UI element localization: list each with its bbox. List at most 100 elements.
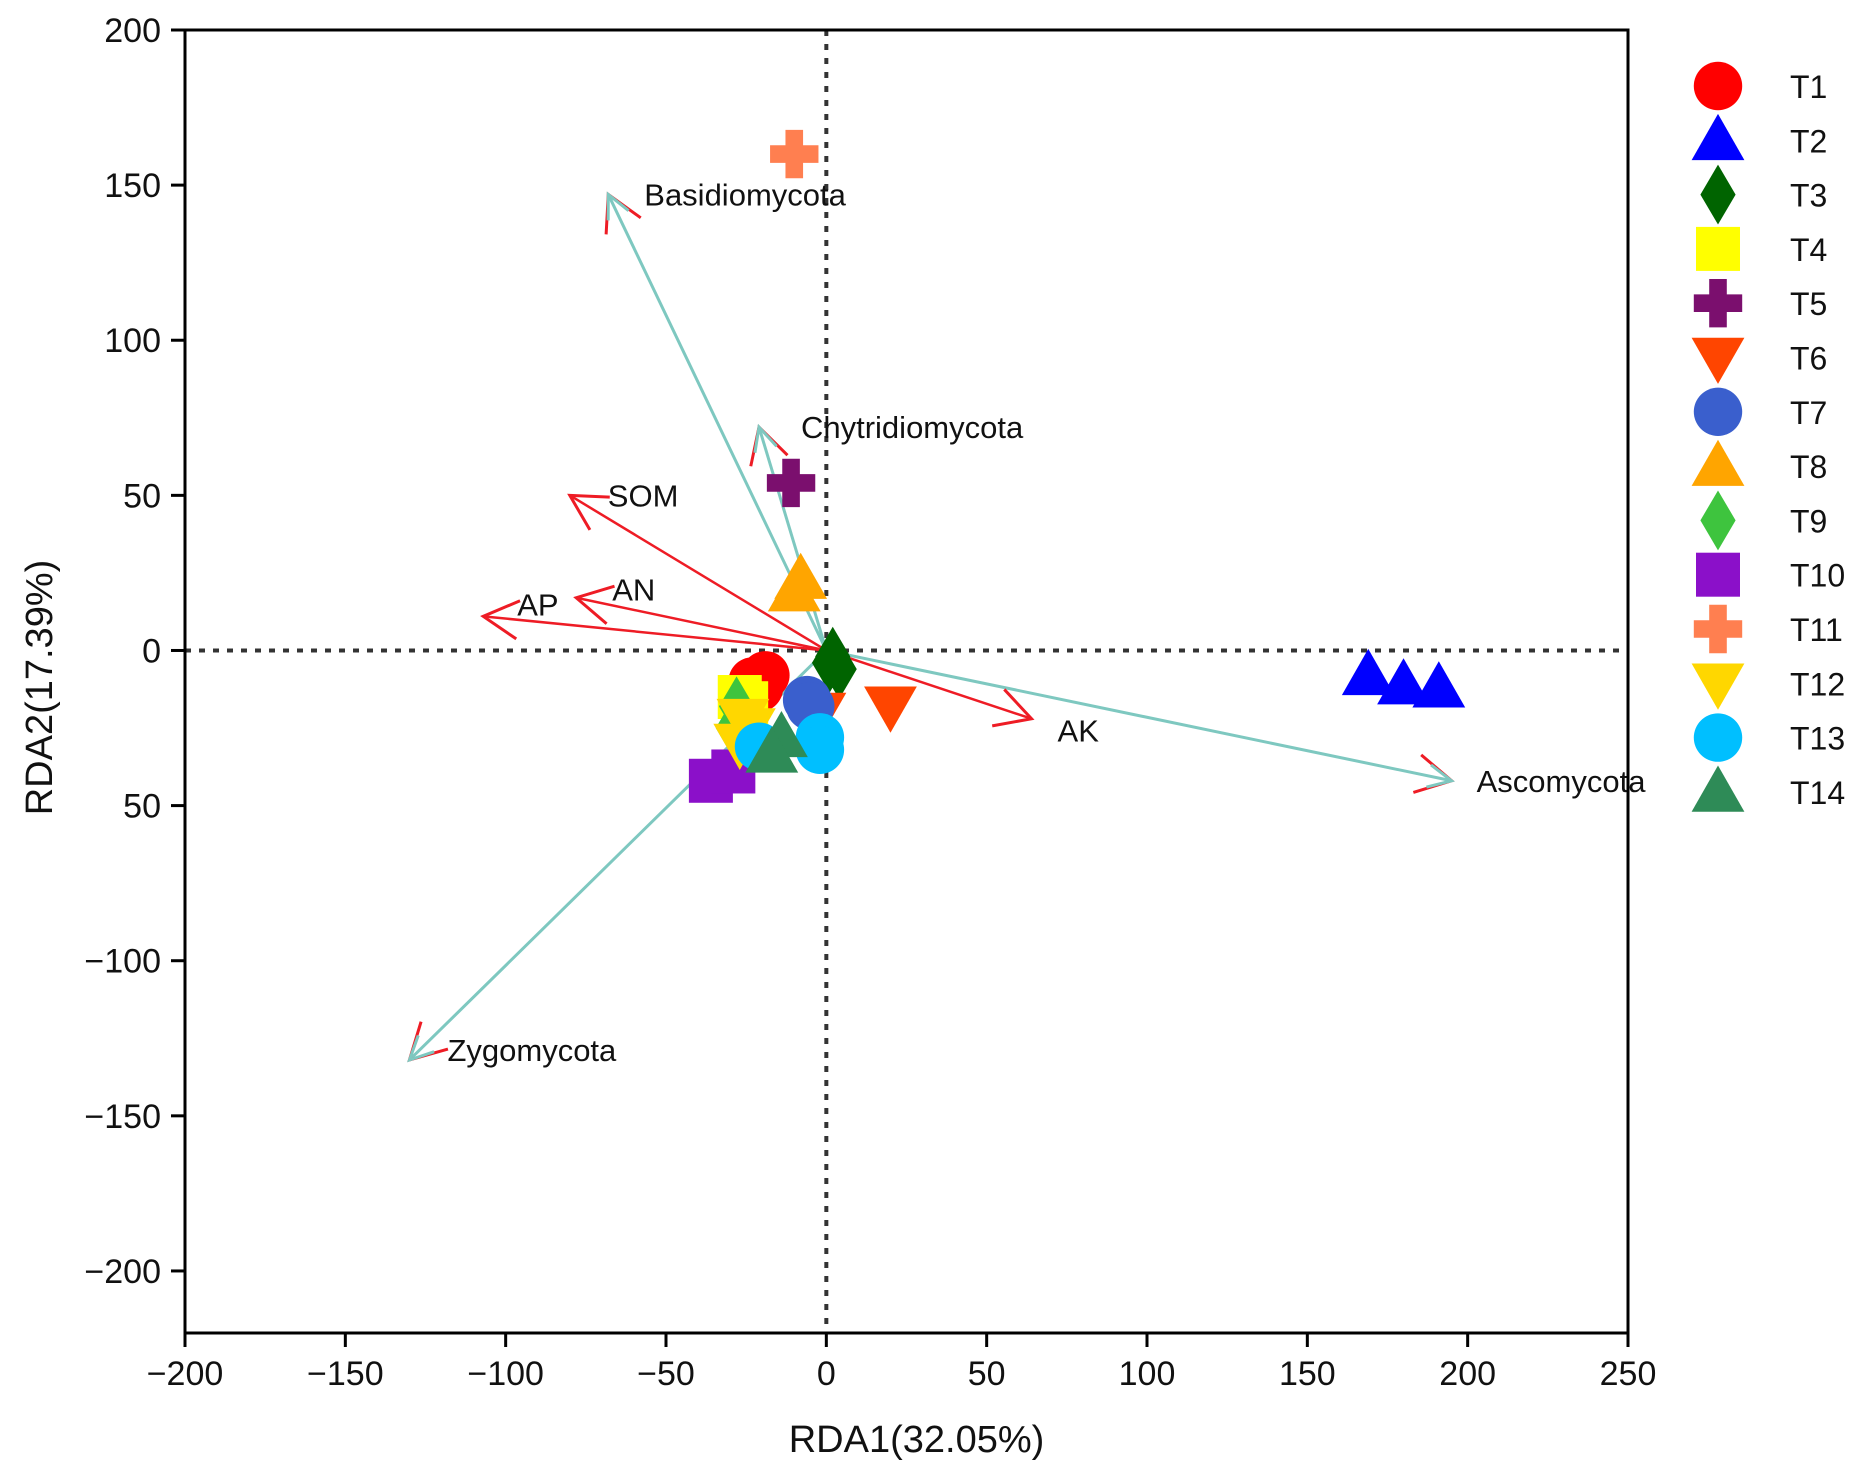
- legend-label: T7: [1790, 395, 1827, 431]
- species-arrow-shaft: [757, 426, 828, 651]
- legend-item-t2: T2: [1691, 113, 1827, 161]
- legend-marker: [1693, 61, 1743, 111]
- y-tick-label: 0: [142, 632, 161, 670]
- data-point-t8: [767, 565, 821, 612]
- species-label: Chytridiomycota: [801, 410, 1024, 445]
- environment-arrow-shaft: [483, 615, 827, 652]
- environment-arrow-head: [573, 584, 615, 625]
- legend-label: T6: [1790, 341, 1827, 377]
- species-label: Zygomycota: [447, 1033, 617, 1068]
- legend-item-t4: T4: [1696, 226, 1827, 271]
- x-tick-label: −50: [637, 1355, 695, 1393]
- legend-marker: [1691, 439, 1745, 486]
- legend-item-t14: T14: [1691, 765, 1845, 812]
- data-point-t5: [766, 458, 816, 508]
- environment-arrow-an: AN: [573, 573, 827, 652]
- legend-item-t11: T11: [1693, 604, 1843, 654]
- legend-marker: [1691, 337, 1745, 384]
- y-tick-label: 50: [123, 788, 161, 826]
- y-tick-label: −100: [84, 943, 161, 981]
- x-tick-label: −100: [467, 1355, 544, 1393]
- arrows-layer: Basidiomycota Chytridiomycota Ascomycota Zy…: [407, 177, 1646, 1068]
- legend-label: T2: [1790, 123, 1827, 159]
- y-tick-label: −200: [84, 1253, 161, 1291]
- environment-label: SOM: [608, 478, 679, 513]
- axes: −200 −150 −100 −50 0 50 100 150 200 250 −200 −150 −1…: [84, 12, 1656, 1393]
- legend-item-t3: T3: [1700, 164, 1827, 225]
- series-t3: [811, 626, 857, 700]
- legend-item-t1: T1: [1693, 61, 1827, 111]
- legend-label: T12: [1790, 666, 1845, 702]
- data-point-t2: [1341, 648, 1395, 696]
- data-point-t2: [1412, 661, 1466, 708]
- environment-label: AN: [612, 573, 655, 608]
- environment-label: AP: [517, 587, 558, 622]
- legend-item-t6: T6: [1691, 337, 1827, 384]
- x-tick-label: 250: [1600, 1355, 1657, 1393]
- x-tick-label: −150: [307, 1355, 384, 1393]
- environment-arrow-som: SOM: [567, 478, 827, 652]
- legend-item-t7: T7: [1693, 387, 1827, 436]
- legend-label: T1: [1790, 69, 1827, 105]
- series-t5: [766, 458, 816, 508]
- legend-marker: [1700, 490, 1736, 551]
- points-layer: [688, 129, 1466, 803]
- y-tick-label: 200: [104, 12, 161, 50]
- species-arrow-shaft: [826, 649, 1452, 783]
- reference-lines: [185, 30, 1628, 1333]
- environment-arrow-head: [480, 599, 521, 641]
- x-tick-label: 150: [1279, 1355, 1336, 1393]
- legend-label: T9: [1790, 503, 1827, 539]
- legend-label: T5: [1790, 286, 1827, 322]
- legend-marker: [1693, 387, 1743, 436]
- legend-marker: [1693, 713, 1743, 762]
- legend-label: T3: [1790, 178, 1827, 214]
- legend-marker: [1691, 765, 1745, 812]
- species-arrow-head-inner: [606, 191, 630, 221]
- x-tick-label: 50: [968, 1355, 1006, 1393]
- y-tick-label: 50: [123, 477, 161, 515]
- data-point-t2: [1377, 658, 1430, 705]
- data-point-t13: [795, 725, 845, 774]
- data-point-t3: [811, 632, 848, 693]
- legend-marker: [1693, 604, 1743, 654]
- environment-arrow-head: [991, 688, 1035, 728]
- series-t14: [745, 710, 808, 773]
- environment-arrow-shaft: [825, 649, 1032, 720]
- x-axis-title: RDA1(32.05%): [789, 1419, 1045, 1461]
- legend-marker: [1691, 113, 1745, 161]
- legend-label: T14: [1790, 775, 1845, 811]
- legend-marker: [1693, 279, 1743, 328]
- species-arrow-head-inner: [407, 1035, 435, 1063]
- y-axis-title: RDA2(17.39%): [19, 560, 61, 816]
- environment-arrow-shaft: [575, 596, 827, 652]
- legend-marker: [1700, 164, 1736, 225]
- species-label: Basidiomycota: [644, 177, 846, 212]
- legend-marker: [1696, 552, 1740, 597]
- series-t2: [1341, 648, 1466, 708]
- environment-arrow-head: [567, 493, 610, 531]
- data-point-t11: [770, 129, 819, 179]
- legend-item-t13: T13: [1693, 713, 1845, 762]
- legend-marker: [1691, 663, 1745, 710]
- environment-arrow-shaft: [569, 494, 827, 652]
- y-tick-label: 100: [104, 322, 161, 360]
- y-tick-label: 150: [104, 167, 161, 205]
- species-arrow-chytridiomycota: Chytridiomycota: [749, 410, 1024, 651]
- environment-arrow-ap: AP: [480, 587, 827, 652]
- legend-label: T4: [1790, 232, 1827, 268]
- data-point-t6: [864, 686, 917, 733]
- legend-item-t9: T9: [1700, 490, 1827, 551]
- species-arrow-basidiomycota: Basidiomycota: [604, 177, 847, 652]
- environment-label: AK: [1058, 714, 1100, 749]
- legend-item-t8: T8: [1691, 439, 1827, 486]
- plot-frame: [183, 28, 1630, 1335]
- legend-item-t12: T12: [1691, 663, 1845, 710]
- x-tick-label: 100: [1119, 1355, 1176, 1393]
- legend-item-t5: T5: [1693, 279, 1827, 328]
- x-tick-label: 0: [817, 1355, 836, 1393]
- species-arrow-ascomycota: Ascomycota: [826, 649, 1646, 799]
- legend-label: T13: [1790, 721, 1845, 757]
- x-tick-label: −200: [147, 1355, 224, 1393]
